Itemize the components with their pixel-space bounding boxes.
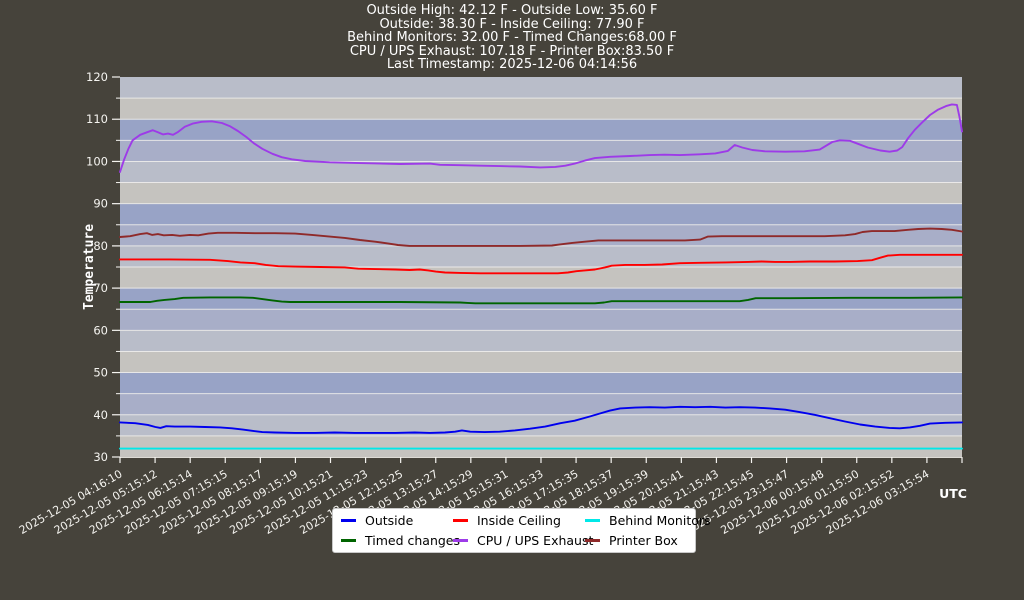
series-line-timed-changes bbox=[119, 296, 963, 305]
y-tick-label: 60 bbox=[93, 323, 108, 337]
legend-item-timed-changes: Timed changes bbox=[341, 533, 460, 548]
plot-band bbox=[120, 77, 962, 99]
y-tick-label: 30 bbox=[93, 450, 108, 464]
legend-swatch-behind-monitors bbox=[585, 519, 600, 523]
plot-band bbox=[120, 182, 962, 204]
y-tick-label: 40 bbox=[93, 408, 108, 422]
series-line-inside-ceiling bbox=[119, 253, 963, 275]
plot-band bbox=[120, 224, 962, 246]
legend-label-printer-box: Printer Box bbox=[609, 532, 678, 548]
legend-label-outside: Outside bbox=[365, 513, 414, 529]
title-line-outside-high-low: Outside High: 42.12 F - Outside Low: 35.… bbox=[366, 3, 658, 18]
plot-band bbox=[120, 414, 962, 436]
legend-swatch-printer-box bbox=[585, 538, 600, 542]
title-line-monitors-timed: Behind Monitors: 32.00 F - Timed Changes… bbox=[347, 30, 677, 46]
series-line-cpu-ups-exhaust bbox=[119, 103, 963, 173]
plot-band bbox=[120, 330, 962, 352]
legend-label-cpu-ups-exhaust: CPU / UPS Exhaust bbox=[477, 532, 594, 548]
legend-item-cpu-ups-exhaust: CPU / UPS Exhaust bbox=[453, 533, 593, 548]
series-line-printer-box bbox=[119, 227, 963, 247]
plot-band bbox=[120, 435, 962, 457]
plot-band bbox=[120, 203, 962, 225]
y-tick-label: 120 bbox=[86, 70, 108, 84]
y-tick-label: 90 bbox=[93, 197, 108, 211]
x-axis-unit-label: UTC bbox=[939, 486, 967, 501]
y-tick-label: 50 bbox=[93, 366, 108, 380]
plot-band bbox=[120, 267, 962, 289]
plot-band bbox=[120, 351, 962, 373]
legend: Outside Inside Ceiling Behind Monitors T… bbox=[332, 508, 711, 553]
series-line-outside bbox=[119, 405, 963, 434]
plot-band bbox=[120, 393, 962, 415]
legend-swatch-outside bbox=[341, 519, 356, 523]
legend-item-behind-monitors: Behind Monitors bbox=[585, 513, 711, 528]
legend-swatch-cpu-ups-exhaust bbox=[453, 538, 468, 542]
legend-label-timed-changes: Timed changes bbox=[365, 532, 461, 548]
legend-swatch-inside-ceiling bbox=[453, 519, 468, 523]
plot-band bbox=[120, 161, 962, 183]
plot-band bbox=[120, 98, 962, 120]
title-line-last-timestamp: Last Timestamp: 2025-12-06 04:14:56 bbox=[386, 57, 638, 73]
plot-band bbox=[120, 140, 962, 162]
title-line-cpu-printer: CPU / UPS Exhaust: 107.18 F - Printer Bo… bbox=[349, 43, 675, 59]
legend-swatch-timed-changes bbox=[341, 538, 356, 542]
y-tick-label: 100 bbox=[86, 154, 108, 168]
y-tick-label: 110 bbox=[86, 112, 108, 126]
plot-band bbox=[120, 245, 962, 267]
legend-label-inside-ceiling: Inside Ceiling bbox=[477, 513, 561, 529]
y-tick-label: 80 bbox=[93, 239, 108, 253]
legend-item-outside: Outside bbox=[341, 513, 453, 528]
title-line-outside-inside: Outside: 38.30 F - Inside Ceiling: 77.90… bbox=[379, 16, 645, 32]
legend-item-printer-box: Printer Box bbox=[585, 533, 711, 548]
y-axis-title: Temperature bbox=[82, 224, 97, 310]
plot-band bbox=[120, 372, 962, 394]
legend-label-behind-monitors: Behind Monitors bbox=[609, 513, 711, 529]
legend-item-inside-ceiling: Inside Ceiling bbox=[453, 513, 585, 528]
plot-band bbox=[120, 309, 962, 331]
chart-title-block: Outside High: 42.12 F - Outside Low: 35.… bbox=[0, 4, 1024, 72]
plot-band bbox=[120, 119, 962, 141]
y-tick-label: 70 bbox=[93, 281, 108, 295]
plot-band bbox=[120, 288, 962, 310]
